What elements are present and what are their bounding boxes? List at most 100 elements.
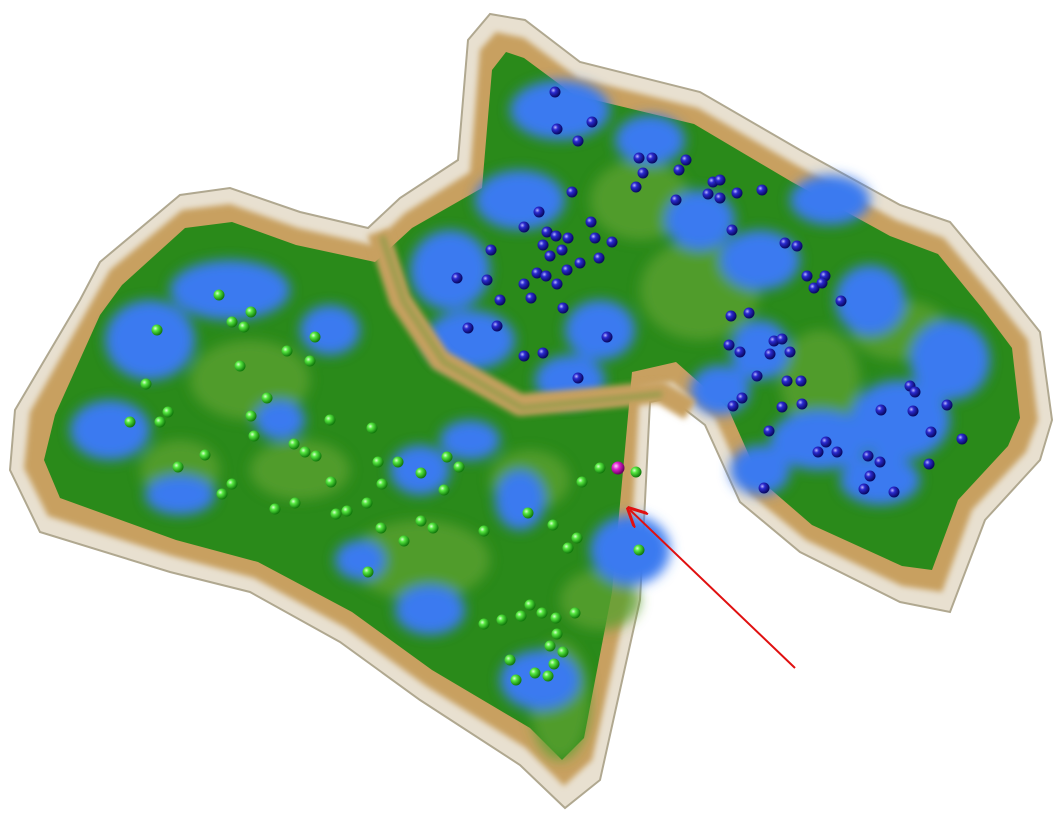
water-pool [145,475,215,515]
blue-unit [820,436,832,448]
blue-unit [736,392,748,404]
blue-unit [808,282,820,294]
blue-unit [494,294,506,306]
blue-unit [734,346,746,358]
green-unit [453,461,465,473]
blue-unit [727,400,739,412]
green-unit [630,466,642,478]
blue-unit [633,152,645,164]
blue-unit [518,221,530,233]
green-unit [536,607,548,619]
blue-unit [562,232,574,244]
blue-unit [909,386,921,398]
water-pool [335,540,385,580]
green-unit [571,532,583,544]
blue-unit [835,295,847,307]
green-unit [245,306,257,318]
blue-unit [537,239,549,251]
terrain [8,12,1053,810]
green-unit [529,667,541,679]
water-pool [500,650,580,710]
green-unit [288,438,300,450]
water-pool [510,80,610,140]
green-unit [398,535,410,547]
water-pool [170,260,290,320]
blue-unit [544,250,556,262]
blue-unit [875,404,887,416]
water-pool [475,170,565,230]
blue-unit [791,240,803,252]
blue-unit [862,450,874,462]
grass-patch [350,520,490,600]
blue-unit [795,375,807,387]
blue-unit [702,188,714,200]
green-unit [245,410,257,422]
green-unit [557,646,569,658]
green-unit [633,544,645,556]
green-unit [309,331,321,343]
green-unit [172,461,184,473]
blue-unit [485,244,497,256]
water-pool [395,585,465,635]
blue-unit [572,135,584,147]
blue-unit [551,123,563,135]
green-unit [124,416,136,428]
green-unit [375,522,387,534]
blue-unit [796,398,808,410]
green-unit [248,430,260,442]
green-unit [366,422,378,434]
blue-unit [561,264,573,276]
blue-unit [462,322,474,334]
blue-unit [566,186,578,198]
green-unit [324,414,336,426]
green-unit [441,451,453,463]
green-unit [524,599,536,611]
green-unit [415,515,427,527]
green-unit [281,345,293,357]
blue-unit [874,456,886,468]
green-unit [547,519,559,531]
blue-unit [723,339,735,351]
water-pool [790,175,870,225]
green-unit [372,456,384,468]
green-unit [234,360,246,372]
blue-unit [784,346,796,358]
blue-unit [531,267,543,279]
water-pool [665,190,735,250]
water-pool [565,300,635,360]
blue-unit [551,278,563,290]
green-unit [226,478,238,490]
blue-unit [941,399,953,411]
green-unit [325,476,337,488]
grass-patch [250,440,350,500]
water-pool [255,400,305,440]
blue-unit [518,350,530,362]
blue-unit [923,458,935,470]
blue-unit [907,405,919,417]
blue-unit [557,302,569,314]
water-pool [590,515,670,585]
green-unit [199,449,211,461]
blue-unit [776,333,788,345]
green-unit [330,508,342,520]
blue-unit [831,446,843,458]
green-unit [522,507,534,519]
blue-unit [956,433,968,445]
blue-unit [714,174,726,186]
green-unit [548,658,560,670]
blue-unit [646,152,658,164]
blue-unit [731,187,743,199]
blue-unit [751,370,763,382]
green-unit [542,670,554,682]
blue-unit [637,167,649,179]
blue-unit [726,224,738,236]
green-unit [415,467,427,479]
units [124,86,968,686]
blue-unit [776,401,788,413]
green-unit [361,497,373,509]
blue-unit [670,194,682,206]
blue-unit [764,348,776,360]
water-pool [850,380,950,460]
green-unit [362,566,374,578]
green-unit [304,355,316,367]
